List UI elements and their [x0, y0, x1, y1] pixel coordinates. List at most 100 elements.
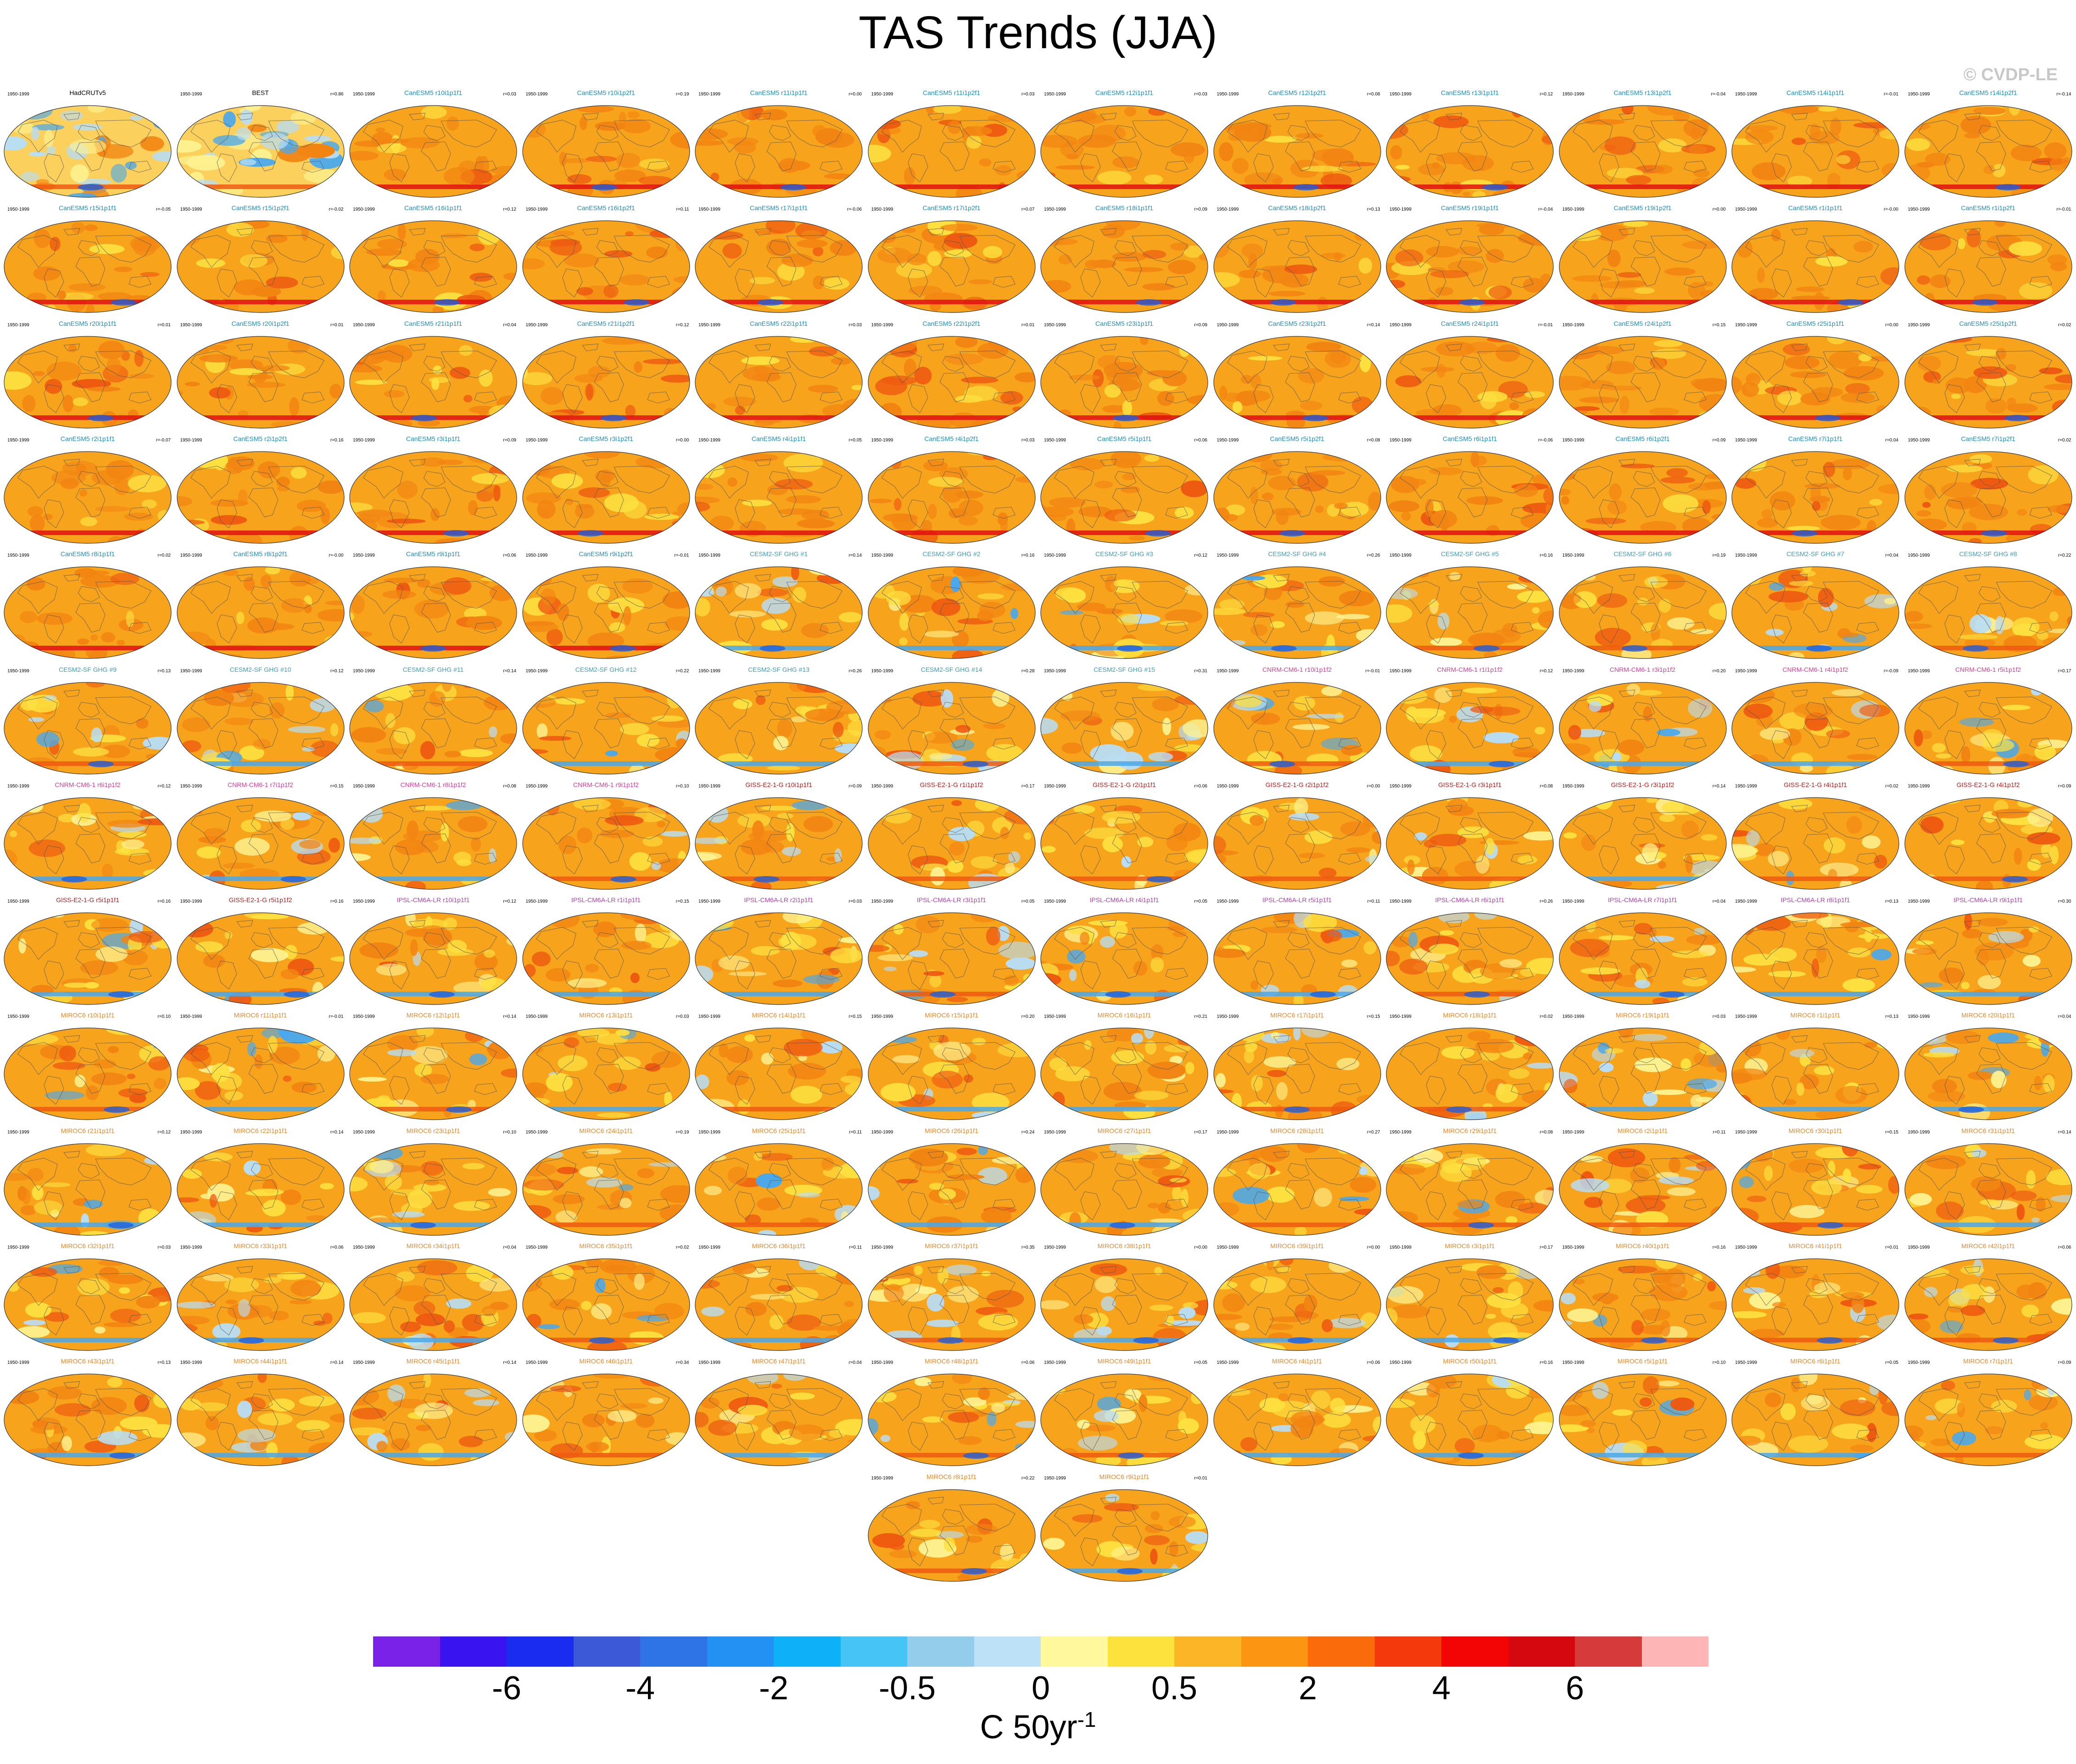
panel-correlation: r=0.13: [1367, 207, 1380, 212]
panel-period: 1950-1999: [1562, 783, 1585, 789]
panel-title: MIROC6 r36i1p1f1: [752, 1242, 806, 1250]
map-globe: [176, 797, 345, 890]
panel-period: 1950-1999: [871, 1475, 893, 1481]
panel-correlation: r=0.14: [1367, 322, 1380, 328]
panel-period: 1950-1999: [1562, 1014, 1585, 1020]
panel-period: 1950-1999: [1044, 437, 1066, 443]
map-globe: [695, 1258, 863, 1351]
panel-period: 1950-1999: [7, 437, 29, 443]
panel-title: MIROC6 r47i1p1f1: [752, 1357, 806, 1365]
units-text: C 50yr: [980, 1709, 1077, 1746]
map-globe: [522, 220, 690, 313]
panel-title: CanESM5 r8i1p1f1: [60, 550, 115, 558]
map-globe: [522, 1027, 690, 1120]
panel-correlation: r=0.14: [330, 1129, 344, 1135]
map-globe: [1558, 1027, 1727, 1120]
panel-correlation: r=0.16: [1021, 553, 1035, 558]
map-globe: [867, 566, 1036, 659]
map-globe: [1558, 566, 1727, 659]
panel-period: 1950-1999: [1735, 207, 1757, 212]
panel-period: 1950-1999: [1044, 899, 1066, 904]
map-globe: [4, 335, 172, 429]
panel-period: 1950-1999: [1562, 322, 1585, 328]
map-panel: 1950-1999 CanESM5 r20i1p2f1 r=0.01: [176, 317, 346, 432]
map-panel: 1950-1999 MIROC6 r44i1p1f1 r=0.14: [176, 1355, 346, 1469]
panel-title: CanESM5 r3i1p1f1: [406, 435, 461, 442]
panel-title: CNRM-CM6-1 r9i1p1f2: [573, 781, 639, 788]
colorbar-swatch: [1441, 1636, 1508, 1667]
panel-title: CESM2-SF GHG #7: [1786, 550, 1845, 558]
panel-title: CanESM5 r21i1p1f1: [404, 319, 463, 327]
panel-period: 1950-1999: [1044, 1129, 1066, 1135]
colorbar-tick-label: 0: [1031, 1670, 1050, 1707]
map-panel: 1950-1999 MIROC6 r40i1p1f1 r=0.16: [1558, 1239, 1728, 1354]
panel-title: MIROC6 r35i1p1f1: [579, 1242, 633, 1250]
panel-title: CanESM5 r10i1p1f1: [404, 89, 463, 96]
panel-correlation: r=-0.00: [329, 553, 344, 558]
panel-period: 1950-1999: [1735, 1014, 1757, 1020]
panel-correlation: r=0.12: [1194, 553, 1207, 558]
map-globe: [1731, 1027, 1899, 1120]
map-panel: 1950-1999 MIROC6 r3i1p1f1 r=0.17: [1385, 1239, 1555, 1354]
panel-correlation: r=0.12: [503, 899, 516, 904]
map-globe: [867, 1027, 1036, 1120]
map-panel: 1950-1999 CanESM5 r19i1p1f1 r=-0.04: [1385, 201, 1555, 316]
panel-title: CNRM-CM6-1 r7i1p1f2: [227, 781, 294, 788]
map-globe: [1558, 681, 1727, 775]
panel-title: MIROC6 r11i1p1f1: [234, 1011, 287, 1019]
panel-correlation: r=0.28: [1021, 668, 1035, 674]
panel-title: MIROC6 r6i1p1f1: [1790, 1357, 1841, 1365]
colorbar-swatch: [974, 1636, 1041, 1667]
panel-period: 1950-1999: [871, 1245, 893, 1250]
map-panel: 1950-1999 MIROC6 r15i1p1f1 r=0.20: [867, 1009, 1037, 1123]
panel-period: 1950-1999: [1735, 668, 1757, 674]
panel-title: CESM2-SF GHG #4: [1268, 550, 1326, 558]
map-globe: [1040, 1143, 1208, 1236]
map-panel: 1950-1999 CanESM5 r2i1p1f1 r=-0.07: [3, 432, 173, 547]
panel-period: 1950-1999: [1735, 783, 1757, 789]
panel-period: 1950-1999: [1735, 437, 1757, 443]
panel-period: 1950-1999: [698, 1129, 720, 1135]
panel-period: 1950-1999: [1908, 92, 1930, 97]
panel-period: 1950-1999: [180, 1360, 202, 1366]
panel-period: 1950-1999: [1908, 1360, 1930, 1366]
panel-correlation: r=0.24: [1021, 1129, 1035, 1135]
panel-period: 1950-1999: [1217, 322, 1239, 328]
panel-correlation: r=0.14: [503, 668, 516, 674]
panel-period: 1950-1999: [1735, 92, 1757, 97]
map-globe: [522, 797, 690, 890]
colorbar-swatch: [573, 1636, 640, 1667]
panel-period: 1950-1999: [180, 1014, 202, 1020]
panel-correlation: r=0.15: [675, 899, 689, 904]
panel-correlation: r=0.06: [330, 1245, 344, 1250]
map-panel: 1950-1999 MIROC6 r18i1p1f1 r=0.02: [1385, 1009, 1555, 1123]
panel-period: 1950-1999: [1217, 92, 1239, 97]
panel-title: MIROC6 r7i1p1f1: [1963, 1357, 2013, 1365]
map-globe: [695, 335, 863, 429]
map-globe: [176, 1027, 345, 1120]
map-globe: [1558, 451, 1727, 544]
colorbar-tick-label: 6: [1565, 1670, 1585, 1707]
panel-correlation: r=-0.14: [2056, 92, 2071, 97]
panel-title: CanESM5 r16i1p2f1: [577, 204, 635, 212]
panel-period: 1950-1999: [1908, 1014, 1930, 1020]
panel-correlation: r=0.20: [1712, 668, 1726, 674]
map-globe: [1040, 1373, 1208, 1466]
map-panel: 1950-1999 MIROC6 r32i1p1f1 r=0.03: [3, 1239, 173, 1354]
map-globe: [1040, 451, 1208, 544]
panel-correlation: r=0.13: [157, 1360, 171, 1366]
map-panel: 1950-1999 MIROC6 r43i1p1f1 r=0.13: [3, 1355, 173, 1469]
panel-title: MIROC6 r20i1p1f1: [1961, 1011, 2015, 1019]
panel-correlation: r=0.03: [848, 899, 862, 904]
map-panel: 1950-1999 IPSL-CM6A-LR r5i1p1f1 r=0.11: [1212, 893, 1382, 1008]
panel-title: CanESM5 r19i1p1f1: [1440, 204, 1499, 212]
map-panel: 1950-1999 CanESM5 r23i1p2f1 r=0.14: [1212, 317, 1382, 432]
panel-period: 1950-1999: [1735, 322, 1757, 328]
panel-period: 1950-1999: [1735, 1360, 1757, 1366]
panel-title: CanESM5 r11i1p2f1: [922, 89, 981, 96]
map-panel: 1950-1999 CanESM5 r14i1p1f1 r=-0.01: [1730, 86, 1900, 201]
panel-correlation: r=0.05: [1194, 899, 1207, 904]
panel-title: MIROC6 r31i1p1f1: [1961, 1127, 2015, 1134]
map-globe: [1386, 220, 1554, 313]
map-panel: 1950-1999 CanESM5 r13i1p1f1 r=0.12: [1385, 86, 1555, 201]
